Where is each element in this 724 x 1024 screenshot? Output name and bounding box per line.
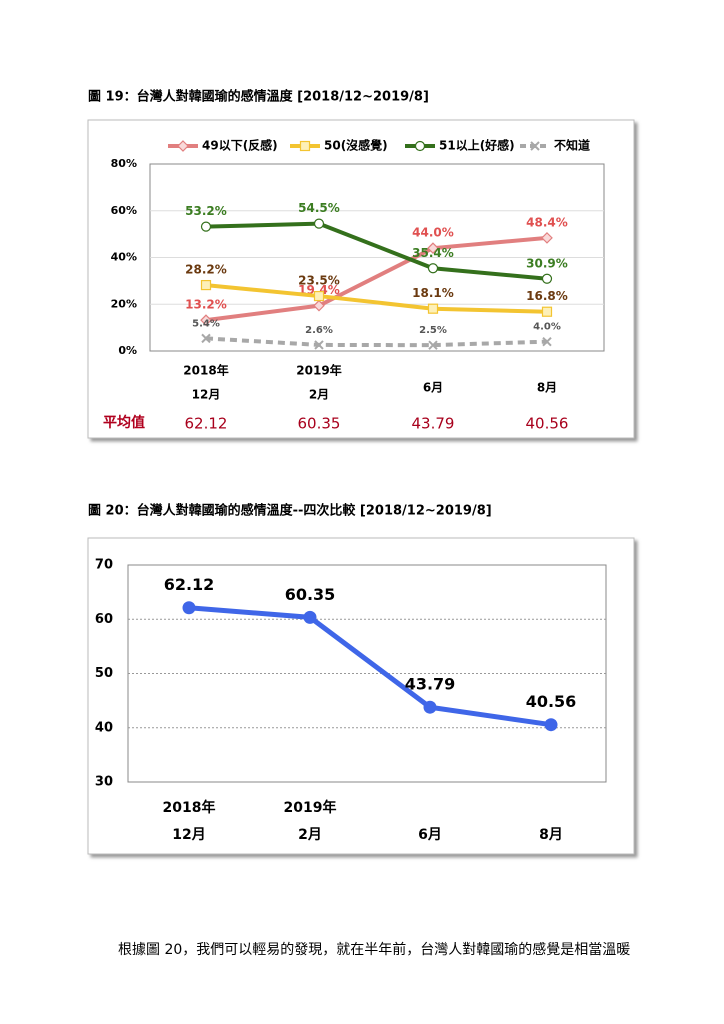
data-label: 28.2%	[185, 263, 227, 277]
marker	[428, 340, 438, 350]
data-label: 53.2%	[185, 204, 227, 218]
marker	[314, 340, 324, 350]
series-line	[205, 235, 548, 323]
y-tick-label: 50	[95, 666, 113, 681]
marker	[427, 242, 439, 254]
marker	[541, 232, 553, 244]
marker	[313, 290, 325, 302]
data-label: 40.56	[526, 692, 577, 711]
marker	[182, 601, 196, 615]
x-tick-label: 2月	[309, 388, 329, 402]
average-value: 62.12	[185, 415, 228, 433]
marker	[313, 218, 325, 229]
marker	[201, 333, 211, 344]
y-tick-label: 60%	[111, 204, 137, 217]
marker	[303, 610, 317, 624]
x-tick-label: 2月	[298, 827, 322, 843]
average-label: 平均值	[103, 414, 145, 431]
data-label: 4.0%	[533, 322, 561, 333]
x-tick-label: 2019年	[284, 799, 337, 816]
data-label: 48.4%	[526, 215, 568, 229]
data-label: 2.5%	[419, 325, 447, 336]
marker	[544, 718, 558, 732]
y-tick-label: 70	[95, 558, 113, 573]
data-label: 35.4%	[412, 246, 454, 260]
legend-label: 50(沒感覺)	[324, 138, 388, 153]
y-tick-label: 20%	[111, 297, 137, 310]
marker	[414, 140, 426, 152]
legend-label: 不知道	[554, 138, 590, 153]
marker	[541, 273, 553, 284]
data-label: 23.5%	[298, 274, 340, 288]
marker	[200, 279, 212, 291]
average-value: 40.56	[526, 415, 569, 433]
marker	[200, 314, 212, 326]
marker	[427, 303, 439, 314]
average-value: 60.35	[298, 415, 341, 433]
caption: 圖 19：台灣人對韓國瑜的感情溫度 [2018/12~2019/8]	[88, 89, 429, 105]
y-tick-label: 30	[95, 775, 113, 790]
chart-frame	[87, 537, 635, 855]
legend-label: 51以上(好感)	[439, 138, 515, 153]
series-line	[205, 221, 548, 281]
y-tick-label: 40	[95, 720, 113, 735]
body-text: 根據圖 20，我們可以輕易的發現，就在半年前，台灣人對韓國瑜的感覺是相當溫暖	[118, 941, 630, 958]
x-tick-label: 8月	[537, 381, 557, 395]
marker	[177, 140, 189, 152]
marker	[427, 263, 439, 274]
x-tick-label: 6月	[418, 827, 442, 843]
data-label: 2.6%	[305, 325, 333, 336]
average-value: 43.79	[412, 415, 455, 433]
marker	[200, 221, 212, 232]
data-label: 16.8%	[526, 289, 568, 303]
data-label: 43.79	[405, 675, 456, 694]
x-tick-label: 2018年	[183, 363, 228, 378]
marker	[542, 336, 552, 347]
data-label: 18.1%	[412, 286, 454, 300]
data-label: 60.35	[285, 585, 336, 604]
y-tick-label: 0%	[118, 344, 137, 357]
x-tick-label: 8月	[539, 827, 563, 843]
series-line	[205, 283, 548, 314]
data-label: 13.2%	[185, 298, 227, 312]
data-label: 54.5%	[298, 201, 340, 215]
data-label: 30.9%	[526, 256, 568, 270]
caption: 圖 20：台灣人對韓國瑜的感情溫度--四次比較 [2018/12~2019/8]	[88, 503, 492, 519]
marker	[313, 299, 325, 312]
marker	[299, 140, 311, 152]
y-tick-label: 40%	[111, 251, 137, 264]
data-label: 62.12	[164, 575, 215, 594]
y-tick-label: 80%	[111, 157, 137, 170]
series-line	[188, 605, 552, 728]
legend-label: 49以下(反感)	[202, 138, 278, 153]
marker	[423, 700, 437, 714]
data-label: 44.0%	[412, 226, 454, 240]
marker	[541, 306, 553, 317]
x-tick-label: 12月	[192, 388, 221, 402]
marker	[530, 141, 540, 151]
x-tick-label: 2018年	[163, 799, 216, 816]
series-line	[205, 336, 548, 348]
data-label: 5.4%	[192, 318, 220, 329]
y-tick-label: 60	[95, 612, 113, 627]
x-tick-label: 6月	[423, 381, 443, 395]
x-tick-label: 12月	[172, 827, 205, 843]
x-tick-label: 2019年	[296, 363, 341, 378]
